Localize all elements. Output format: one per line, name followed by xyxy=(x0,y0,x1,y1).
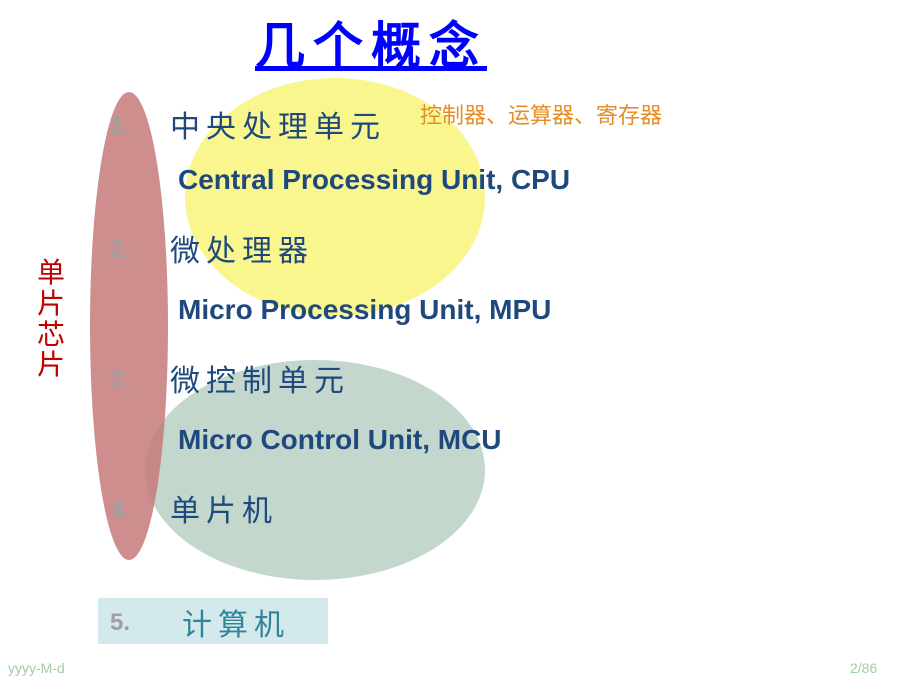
red-oval xyxy=(90,92,168,560)
footer-page-number: 2/86 xyxy=(850,660,877,676)
page-title: 几个概念 xyxy=(255,6,487,78)
list-item-cpu-cn: 中央处理单元 xyxy=(170,102,386,146)
list-num-2: 2. xyxy=(110,236,130,264)
list-item-cpu-en: Central Processing Unit, CPU xyxy=(178,164,570,196)
v-label-char: 单 xyxy=(37,258,65,289)
list-item-mcu-cn: 微控制单元 xyxy=(170,356,350,400)
list-item-scm-cn: 单片机 xyxy=(170,486,278,530)
v-label-char: 片 xyxy=(37,350,65,381)
list-num-1: 1. xyxy=(110,112,130,140)
list-num-4: 4. xyxy=(110,496,130,524)
list-num-3: 3. xyxy=(110,366,130,394)
list-num-5: 5. xyxy=(110,609,130,637)
list-item-mcu-en: Micro Control Unit, MCU xyxy=(178,424,502,456)
list-item-computer-cn: 计算机 xyxy=(182,600,290,644)
v-label-char: 芯 xyxy=(37,320,65,351)
list-item-mpu-cn: 微处理器 xyxy=(170,226,314,270)
slide: 几个概念 控制器、运算器、寄存器 单 片 芯 片 1. 中央处理单元 Centr… xyxy=(0,0,920,690)
footer-date: yyyy-M-d xyxy=(8,660,65,676)
vertical-label-chip: 单 片 芯 片 xyxy=(37,258,65,381)
list-item-mpu-en: Micro Processing Unit, MPU xyxy=(178,294,551,326)
v-label-char: 片 xyxy=(37,289,65,320)
annotation-controllers: 控制器、运算器、寄存器 xyxy=(420,98,662,130)
